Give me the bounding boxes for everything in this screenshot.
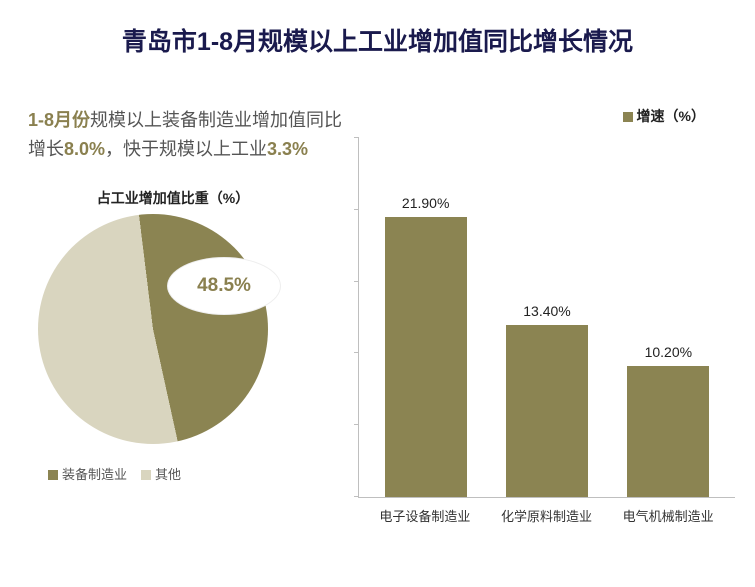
- bar-category-label: 化学原料制造业: [486, 506, 606, 525]
- bar-x-labels: 电子设备制造业化学原料制造业电气机械制造业: [358, 506, 735, 525]
- bar-column: 10.20%: [608, 344, 728, 497]
- bar-column: 13.40%: [487, 303, 607, 497]
- pie-chart: [38, 214, 268, 444]
- bar-legend: 增速（%）: [623, 106, 705, 126]
- y-tick: [354, 352, 359, 353]
- y-tick: [354, 424, 359, 425]
- bar-legend-swatch: [623, 112, 633, 122]
- y-tick: [354, 137, 359, 138]
- subtitle-val1: 8.0%: [64, 139, 105, 159]
- y-tick: [354, 281, 359, 282]
- bar: [385, 217, 467, 497]
- y-tick: [354, 209, 359, 210]
- pie-chart-wrap: 占工业增加值比重（%） 48.5% 装备制造业其他: [28, 188, 348, 483]
- right-panel: 增速（%） 21.90% 13.40% 10.20% 电子设备制造业化学原料制造业电…: [348, 78, 735, 525]
- subtitle-prefix: 1-8月份: [28, 110, 90, 130]
- subtitle-mid2: ，快于规模以上工业: [105, 139, 267, 159]
- pie-callout: 48.5%: [168, 258, 280, 314]
- bar-value-label: 10.20%: [645, 344, 692, 360]
- bar-value-label: 13.40%: [523, 303, 570, 319]
- bar-column: 21.90%: [366, 195, 486, 497]
- pie-legend: 装备制造业 其他: [48, 464, 348, 483]
- bar-category-label: 电子设备制造业: [365, 506, 485, 525]
- bar: [627, 366, 709, 497]
- pie-legend-item: 装备制造业: [48, 464, 127, 483]
- bar-category-label: 电气机械制造业: [608, 506, 728, 525]
- subtitle-text: 1-8月份规模以上装备制造业增加值同比增长8.0%，快于规模以上工业3.3%: [28, 106, 348, 164]
- bar-value-label: 21.90%: [402, 195, 449, 211]
- y-tick: [354, 496, 359, 497]
- legend-swatch: [141, 470, 151, 480]
- pie-title: 占工业增加值比重（%）: [0, 188, 348, 208]
- left-panel: 1-8月份规模以上装备制造业增加值同比增长8.0%，快于规模以上工业3.3% 占…: [28, 78, 348, 525]
- pie-legend-item: 其他: [141, 464, 181, 483]
- legend-swatch: [48, 470, 58, 480]
- bar-legend-label: 增速（%）: [637, 108, 705, 124]
- content-area: 1-8月份规模以上装备制造业增加值同比增长8.0%，快于规模以上工业3.3% 占…: [0, 68, 755, 545]
- legend-label: 装备制造业: [62, 467, 127, 482]
- page-title: 青岛市1-8月规模以上工业增加值同比增长情况: [0, 0, 755, 68]
- subtitle-val2: 3.3%: [267, 139, 308, 159]
- bar-plot: 21.90% 13.40% 10.20%: [358, 138, 735, 498]
- legend-label: 其他: [155, 467, 181, 482]
- bar: [506, 325, 588, 497]
